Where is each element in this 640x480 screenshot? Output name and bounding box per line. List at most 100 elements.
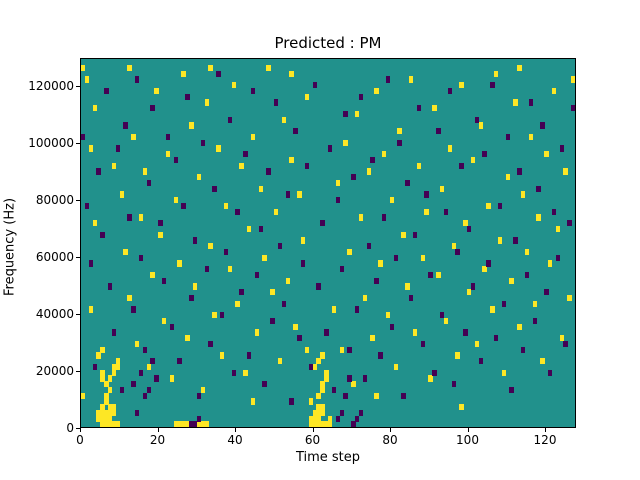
heatmap-cell bbox=[123, 248, 128, 256]
heatmap-cell bbox=[486, 202, 491, 210]
heatmap-cell bbox=[328, 415, 333, 422]
heatmap-cell bbox=[173, 197, 179, 204]
heatmap-cell bbox=[304, 346, 310, 353]
heatmap-cell bbox=[351, 174, 356, 181]
heatmap-cell bbox=[424, 191, 429, 198]
heatmap-cell bbox=[520, 346, 526, 353]
heatmap-cell bbox=[212, 312, 217, 319]
heatmap-cell bbox=[192, 421, 198, 427]
heatmap-cell bbox=[146, 386, 152, 394]
heatmap-cell bbox=[505, 133, 510, 141]
heatmap-cell bbox=[374, 277, 379, 284]
heatmap-cell bbox=[150, 105, 155, 112]
heatmap-cell bbox=[266, 64, 271, 72]
heatmap-cell bbox=[216, 70, 221, 77]
heatmap-cell bbox=[316, 392, 321, 399]
y-tick-mark bbox=[76, 428, 80, 429]
heatmap-cell bbox=[108, 375, 113, 382]
heatmap-cell bbox=[524, 248, 530, 256]
heatmap-cell bbox=[459, 162, 464, 169]
heatmap-cell bbox=[289, 70, 294, 77]
heatmap-cell bbox=[335, 179, 341, 187]
heatmap-cell bbox=[111, 404, 117, 411]
heatmap-cell bbox=[374, 392, 379, 399]
heatmap-cell bbox=[262, 254, 267, 261]
heatmap-cell bbox=[250, 87, 256, 95]
heatmap-cell bbox=[308, 421, 314, 427]
heatmap-cell bbox=[108, 283, 113, 290]
y-tick-mark bbox=[76, 371, 80, 373]
heatmap-cell bbox=[366, 243, 372, 250]
heatmap-cell bbox=[555, 254, 561, 261]
heatmap-cell bbox=[420, 254, 426, 261]
heatmap-cell bbox=[324, 329, 329, 336]
x-tick-mark bbox=[390, 428, 391, 432]
heatmap-cell bbox=[142, 168, 148, 175]
heatmap-cell bbox=[208, 243, 213, 250]
heatmap-cell bbox=[108, 404, 113, 411]
heatmap-cell bbox=[316, 404, 321, 411]
y-tick-label: 40000 bbox=[35, 307, 74, 322]
heatmap-cell bbox=[316, 409, 321, 417]
heatmap-cell bbox=[92, 363, 98, 371]
heatmap-cell bbox=[563, 340, 568, 348]
heatmap-cell bbox=[304, 93, 310, 100]
heatmap-cell bbox=[497, 237, 503, 244]
heatmap-cell bbox=[158, 220, 163, 227]
x-tick-mark bbox=[235, 428, 236, 432]
heatmap-cell bbox=[358, 93, 364, 100]
heatmap-cell bbox=[104, 409, 109, 417]
heatmap-cell bbox=[443, 208, 449, 215]
heatmap-cell bbox=[466, 225, 472, 233]
heatmap-cell bbox=[169, 323, 175, 330]
heatmap-cell bbox=[162, 277, 167, 284]
heatmap-cell bbox=[316, 421, 321, 427]
heatmap-cell bbox=[478, 122, 483, 129]
heatmap-cell bbox=[412, 329, 418, 336]
x-tick-label: 0 bbox=[76, 433, 84, 447]
heatmap-cell bbox=[517, 168, 522, 175]
heatmap-cell bbox=[189, 122, 194, 129]
heatmap-cell bbox=[173, 156, 179, 164]
heatmap-cell bbox=[320, 421, 325, 427]
heatmap-cell bbox=[547, 260, 553, 267]
heatmap-cell bbox=[355, 306, 360, 313]
heatmap-cell bbox=[100, 369, 105, 376]
heatmap-cell bbox=[104, 421, 109, 427]
heatmap-cell bbox=[185, 335, 190, 342]
heatmap-cell bbox=[108, 386, 113, 394]
heatmap-cell bbox=[320, 381, 325, 388]
heatmap-cell bbox=[316, 283, 321, 290]
heatmap-cell bbox=[436, 271, 441, 279]
heatmap-cell bbox=[347, 346, 352, 353]
heatmap-cell bbox=[428, 375, 433, 382]
heatmap-cell bbox=[104, 381, 109, 388]
heatmap-cell bbox=[478, 358, 483, 365]
y-tick-mark bbox=[76, 257, 80, 259]
heatmap-cell bbox=[385, 312, 391, 319]
heatmap-cell bbox=[273, 208, 279, 215]
heatmap-cell bbox=[559, 145, 564, 152]
heatmap-cell bbox=[324, 369, 329, 376]
heatmap-cell bbox=[443, 317, 449, 325]
heatmap-cell bbox=[335, 197, 341, 204]
heatmap-cell bbox=[324, 421, 329, 427]
heatmap-cell bbox=[393, 363, 399, 371]
heatmap-cell bbox=[505, 174, 510, 181]
heatmap-cell bbox=[111, 409, 117, 417]
heatmap-cell bbox=[138, 369, 144, 376]
heatmap-cell bbox=[459, 404, 464, 411]
heatmap-cell bbox=[312, 409, 317, 417]
heatmap-cell bbox=[439, 312, 445, 319]
heatmap-cell bbox=[200, 386, 206, 394]
heatmap-cell bbox=[571, 76, 575, 83]
heatmap-cell bbox=[343, 110, 348, 118]
x-tick-label: 60 bbox=[304, 433, 321, 447]
heatmap-cell bbox=[567, 294, 572, 302]
heatmap-cell bbox=[328, 145, 333, 152]
heatmap-cell bbox=[370, 156, 375, 164]
heatmap-cell bbox=[463, 329, 468, 336]
heatmap-cell bbox=[270, 317, 275, 325]
heatmap-cell bbox=[509, 386, 514, 394]
heatmap-cell bbox=[289, 156, 294, 164]
